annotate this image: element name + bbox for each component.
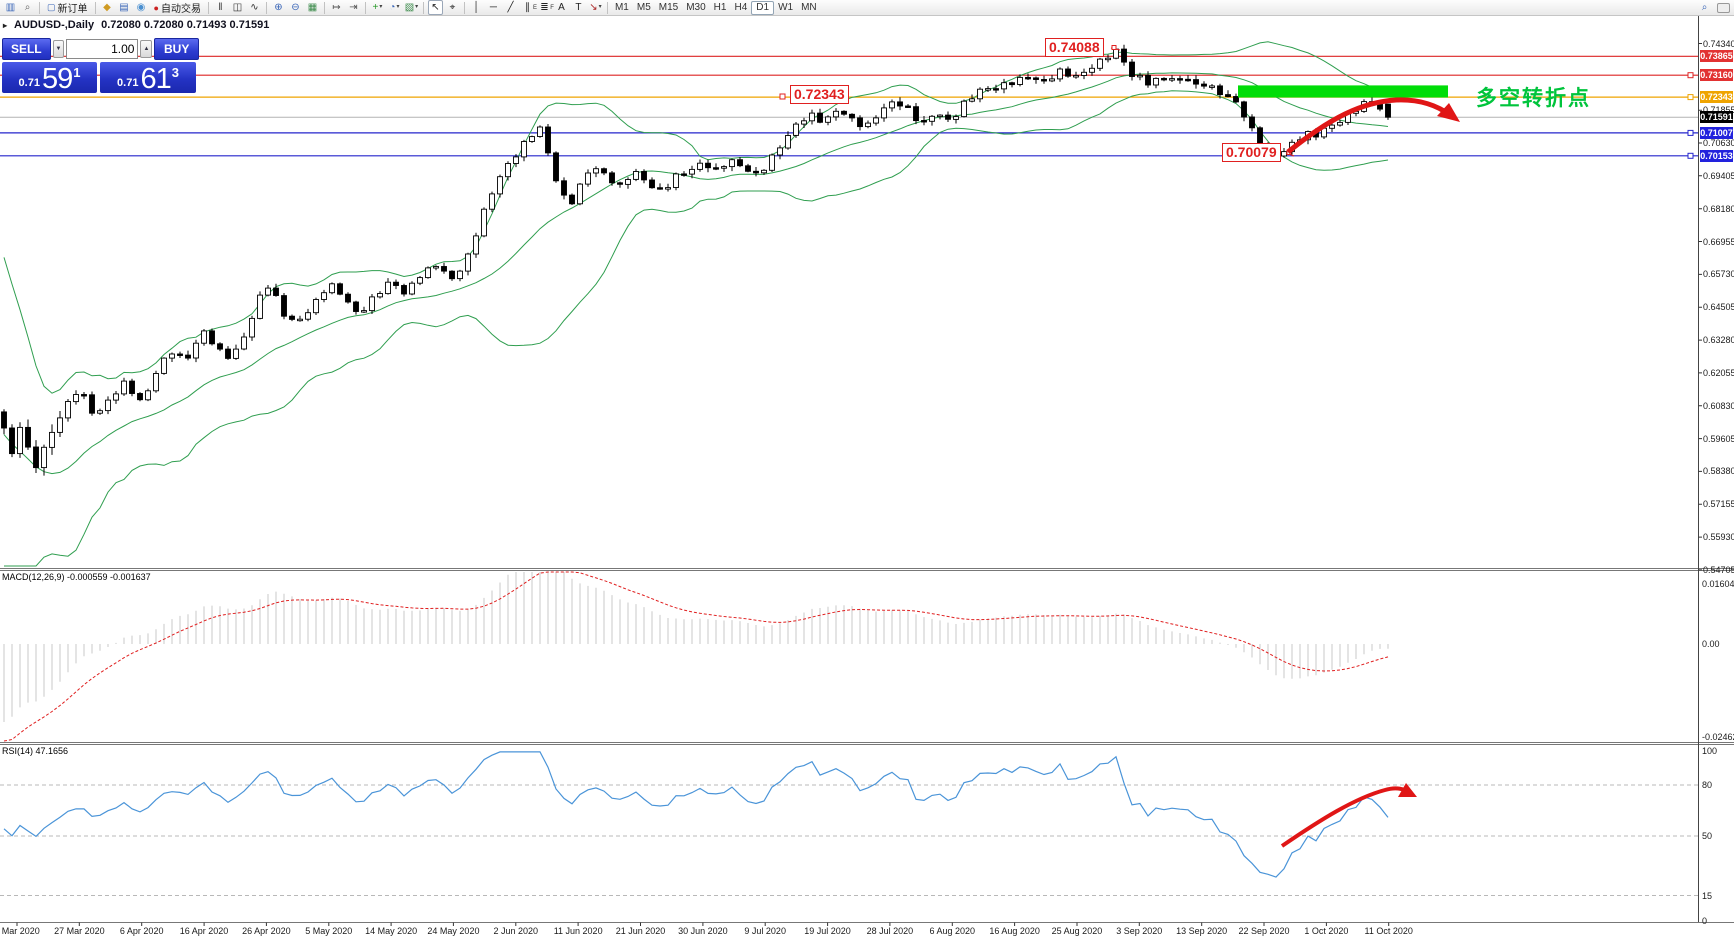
new-order-button[interactable]: ▢ 新订单 [43, 0, 92, 15]
tile-windows-icon[interactable]: ▦ [307, 2, 318, 13]
toolbar-separator [422, 1, 424, 14]
line-chart-icon[interactable]: ∿ [250, 2, 259, 13]
timeframe-m1[interactable]: M1 [614, 1, 629, 13]
new-order-button-label: 新订单 [57, 4, 88, 15]
candlestick-chart-icon[interactable]: ◫ [232, 2, 243, 13]
periods-clock-icon[interactable]: ◔ ▾ [389, 2, 400, 13]
lot-increase-button[interactable]: ▲ [140, 40, 153, 58]
price-line-anchors [1687, 72, 1694, 159]
horizontal-line-icon[interactable]: ─ [489, 2, 497, 13]
timeframe-h1[interactable]: H1 [713, 1, 727, 13]
macd-signal-line [3, 571, 1389, 742]
trendline-icon[interactable]: ╱ [507, 2, 514, 13]
toolbar-separator [94, 1, 96, 14]
chart-ohlc: 0.72080 0.72080 0.71493 0.71591 [101, 19, 270, 31]
chat-icon[interactable] [1717, 2, 1730, 13]
callout-tails [779, 45, 1295, 157]
chart-profile-icon[interactable]: ⌕ [24, 2, 31, 13]
sell-button[interactable]: SELL [2, 38, 51, 60]
bars-chart-icon[interactable]: ‖ [218, 2, 223, 13]
timeframe-m15[interactable]: M15 [658, 1, 679, 13]
trend-arrow-rsi[interactable] [1280, 783, 1417, 848]
arrows-icon-dropdown[interactable]: ▾ [598, 4, 602, 10]
templates-icon-dropdown[interactable]: ▾ [415, 4, 419, 10]
timeframe-m30[interactable]: M30 [686, 1, 706, 13]
timeframe-w1[interactable]: W1 [778, 1, 794, 13]
templates-icon[interactable]: ▧ ▾ [404, 2, 419, 13]
lot-decrease-button[interactable]: ▼ [52, 40, 65, 58]
rsi-line [3, 751, 1389, 878]
sell-price-pip: 1 [73, 65, 81, 80]
new-chart-icon[interactable]: ▥ [5, 2, 16, 13]
lot-input[interactable] [66, 39, 139, 59]
toolbar-separator [39, 1, 40, 14]
chart-title: ▸ AUDUSD-,Daily 0.72080 0.72080 0.71493 … [3, 19, 269, 31]
trend-arrow-main[interactable] [1286, 97, 1460, 154]
toolbar-separator [207, 1, 209, 14]
rsi-level-lines [0, 784, 1698, 896]
date-axis-ticks [16, 922, 1390, 926]
autotrading-button[interactable]: ● 自动交易 [150, 0, 205, 16]
periods-clock-icon-dropdown[interactable]: ▾ [396, 4, 400, 10]
toolbar-separator [323, 1, 325, 14]
sell-price[interactable]: 0.71 59 1 [2, 62, 97, 95]
cursor-icon[interactable]: ↖ [427, 0, 443, 15]
terminal-icon[interactable]: ▤ [119, 2, 129, 13]
buy-button[interactable]: BUY [154, 38, 199, 60]
arrows-icon[interactable]: ↘ ▾ [589, 2, 602, 13]
sell-price-big: 59 [41, 63, 73, 95]
fibonacci-icon[interactable]: ≣ F [540, 2, 554, 13]
candles-bearish [1, 48, 1391, 469]
zoom-out-icon[interactable]: ⊖ [291, 2, 300, 13]
chart-shift-icon[interactable]: ⇥ [349, 2, 358, 13]
navigator-icon[interactable]: ◆ [103, 2, 111, 13]
auto-scroll-icon[interactable]: ↦ [332, 2, 341, 13]
crosshair-icon[interactable]: ⌖ [449, 2, 456, 13]
timeframe-mn[interactable]: MN [801, 1, 817, 13]
toolbar-separator [265, 1, 267, 14]
search-icon[interactable]: ⌕ [1701, 2, 1708, 13]
macd-histogram [3, 572, 1389, 722]
sell-price-prefix: 0.71 [18, 77, 40, 89]
bollinger-bands [3, 41, 1389, 567]
label-icon[interactable]: T [575, 2, 582, 13]
autotrading-button-label: 自动交易 [160, 4, 201, 15]
pane-dividers [0, 16, 1734, 923]
buy-price[interactable]: 0.71 61 3 [100, 62, 196, 95]
buy-price-prefix: 0.71 [117, 77, 139, 89]
chart-collapse-icon[interactable]: ▸ [3, 20, 8, 30]
zoom-in-icon[interactable]: ⊕ [274, 2, 283, 13]
timeframe-m5[interactable]: M5 [636, 1, 651, 13]
chart-symbol-period: AUDUSD-,Daily [14, 19, 95, 31]
equidistant-channel-icon[interactable]: ∥ E [524, 2, 537, 13]
price-axis-ticks [1698, 43, 1702, 571]
indicators-add-icon-dropdown[interactable]: ▾ [379, 4, 383, 10]
toolbar-separator [463, 1, 465, 14]
horizontal-price-lines[interactable] [0, 55, 1698, 157]
candle-wicks [3, 44, 1389, 476]
toolbar-separator [364, 1, 366, 14]
indicators-add-icon[interactable]: + ▾ [372, 2, 383, 13]
toolbar: ▥ ⌕ ▢ 新订单 ◆ ▤ ◉ ● 自动交易 ‖ ◫ ∿ ⊕ ⊖ ▦ ↦ ⇥ + ▾ ◔ ▾ ▧ ▾ ↖ ⌖ │ ─ ╱ ∥ E ≣ F A T ↘… [0, 0, 1734, 16]
timeframe-d1[interactable]: D1 [751, 0, 775, 15]
new-order-button-icon: ▢ [47, 2, 56, 12]
buy-price-big: 61 [140, 63, 171, 95]
autotrading-button-icon: ● [153, 2, 159, 13]
turning-point-annotation[interactable]: 多空转折点 [1476, 87, 1591, 110]
chart-background [0, 16, 1734, 940]
buy-price-pip: 3 [171, 65, 179, 80]
signals-icon[interactable]: ◉ [136, 2, 146, 13]
text-icon[interactable]: A [558, 2, 565, 13]
toolbar-separator [606, 1, 608, 14]
candles-bullish [17, 48, 1367, 469]
green-zone[interactable] [1238, 85, 1448, 98]
timeframe-h4[interactable]: H4 [734, 1, 748, 13]
vertical-line-icon[interactable]: │ [473, 2, 480, 13]
